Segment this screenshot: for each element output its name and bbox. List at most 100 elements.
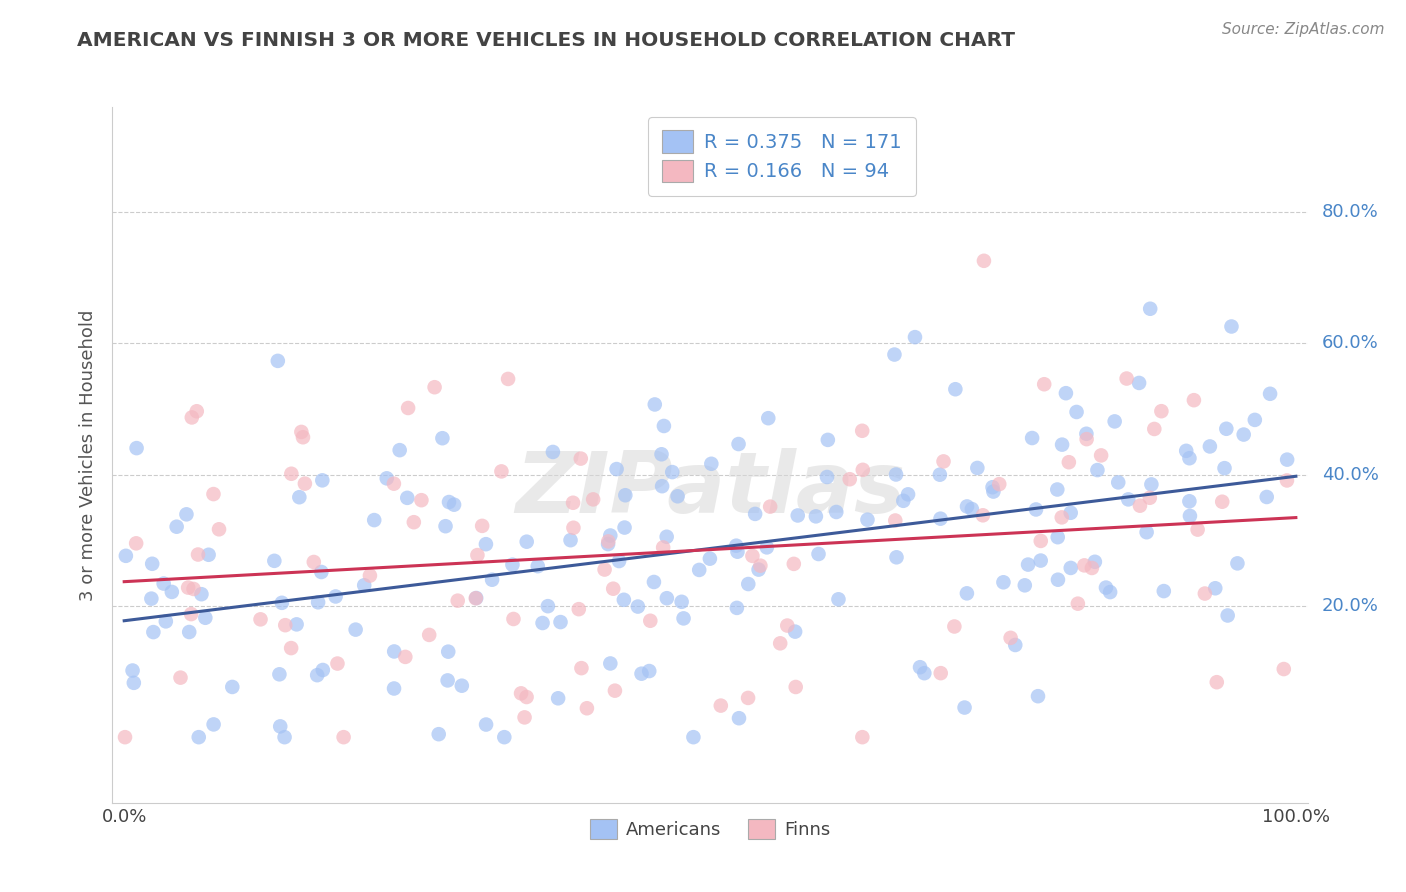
Point bbox=[568, 602, 591, 616]
Point bbox=[125, 441, 148, 455]
Point bbox=[187, 730, 209, 744]
Text: 20.0%: 20.0% bbox=[1322, 597, 1379, 615]
Point bbox=[197, 548, 219, 562]
Point bbox=[598, 534, 620, 549]
Point bbox=[904, 330, 927, 344]
Point bbox=[155, 615, 177, 629]
Point bbox=[326, 657, 349, 671]
Point bbox=[932, 454, 955, 468]
Point bbox=[141, 557, 163, 571]
Point bbox=[953, 700, 976, 714]
Point bbox=[496, 372, 519, 386]
Point bbox=[467, 548, 489, 562]
Point bbox=[929, 511, 952, 525]
Point bbox=[1107, 475, 1129, 490]
Point bbox=[1140, 477, 1163, 491]
Point bbox=[956, 586, 979, 600]
Point bbox=[613, 592, 636, 607]
Point bbox=[571, 661, 593, 675]
Point bbox=[943, 382, 966, 396]
Point bbox=[1076, 432, 1098, 446]
Point bbox=[516, 690, 538, 704]
Point bbox=[531, 615, 554, 630]
Point bbox=[973, 253, 995, 268]
Point bbox=[569, 451, 592, 466]
Point bbox=[382, 681, 405, 696]
Point bbox=[972, 508, 994, 523]
Point bbox=[325, 590, 347, 604]
Point bbox=[267, 354, 290, 368]
Point bbox=[1081, 561, 1104, 575]
Point bbox=[344, 623, 367, 637]
Point bbox=[1029, 533, 1052, 548]
Point bbox=[122, 676, 145, 690]
Point bbox=[1139, 301, 1161, 316]
Point bbox=[749, 558, 772, 573]
Text: AMERICAN VS FINNISH 3 OR MORE VEHICLES IN HOUSEHOLD CORRELATION CHART: AMERICAN VS FINNISH 3 OR MORE VEHICLES I… bbox=[77, 31, 1015, 50]
Point bbox=[263, 554, 285, 568]
Point bbox=[759, 500, 782, 514]
Point bbox=[491, 464, 513, 478]
Point bbox=[596, 537, 619, 551]
Point bbox=[666, 489, 689, 503]
Point bbox=[699, 551, 721, 566]
Point bbox=[737, 577, 759, 591]
Point bbox=[502, 612, 524, 626]
Point bbox=[827, 592, 849, 607]
Point bbox=[884, 467, 907, 482]
Point bbox=[1017, 558, 1039, 572]
Point bbox=[988, 477, 1011, 491]
Point bbox=[423, 380, 446, 394]
Point bbox=[513, 710, 536, 724]
Point bbox=[183, 582, 205, 596]
Point bbox=[606, 462, 628, 476]
Point bbox=[983, 484, 1005, 499]
Point bbox=[269, 667, 291, 681]
Point bbox=[1060, 506, 1083, 520]
Point bbox=[614, 488, 637, 502]
Point bbox=[817, 433, 839, 447]
Point bbox=[1205, 675, 1227, 690]
Point bbox=[481, 573, 503, 587]
Point bbox=[599, 657, 621, 671]
Point bbox=[1194, 586, 1216, 600]
Point bbox=[727, 437, 749, 451]
Point bbox=[332, 730, 354, 744]
Point bbox=[966, 461, 988, 475]
Point bbox=[804, 509, 827, 524]
Point bbox=[1143, 422, 1166, 436]
Point bbox=[418, 628, 440, 642]
Point bbox=[613, 520, 636, 534]
Point bbox=[302, 555, 325, 569]
Point bbox=[993, 575, 1015, 590]
Point bbox=[851, 424, 873, 438]
Point bbox=[176, 508, 198, 522]
Point bbox=[550, 615, 572, 629]
Point bbox=[411, 493, 433, 508]
Point bbox=[725, 539, 748, 553]
Point bbox=[785, 680, 807, 694]
Point bbox=[307, 668, 329, 682]
Point bbox=[560, 533, 582, 548]
Point bbox=[883, 347, 905, 361]
Point bbox=[307, 595, 329, 609]
Point bbox=[1104, 414, 1126, 428]
Point bbox=[783, 557, 806, 571]
Point bbox=[1057, 455, 1080, 469]
Point bbox=[1226, 557, 1249, 571]
Point bbox=[744, 507, 766, 521]
Text: ZIPatlas: ZIPatlas bbox=[515, 448, 905, 532]
Point bbox=[1178, 494, 1201, 508]
Point bbox=[671, 595, 693, 609]
Point bbox=[270, 596, 292, 610]
Legend: Americans, Finns: Americans, Finns bbox=[582, 812, 838, 846]
Point bbox=[943, 619, 966, 633]
Point bbox=[285, 617, 308, 632]
Point bbox=[655, 591, 678, 606]
Point bbox=[886, 550, 908, 565]
Point bbox=[1025, 502, 1047, 516]
Point bbox=[1213, 461, 1236, 475]
Point bbox=[169, 671, 191, 685]
Point bbox=[291, 430, 314, 444]
Point bbox=[1046, 530, 1069, 544]
